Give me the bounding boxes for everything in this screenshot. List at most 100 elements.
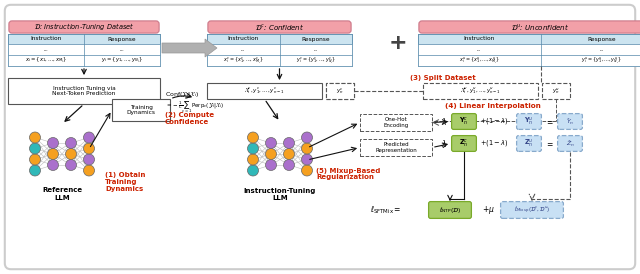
Bar: [207, 44, 352, 55]
Bar: [207, 34, 352, 44]
Text: $\mathrm{Conf}(\mathcal{Y}_i|\mathcal{X}_i)$: $\mathrm{Conf}(\mathcal{Y}_i|\mathcal{X}…: [165, 89, 200, 99]
Text: $\lambda$: $\lambda$: [441, 116, 447, 127]
Circle shape: [47, 149, 58, 159]
Text: $\mathcal{X}_i^u, y_1^u, \ldots, y_{n-1}^u$: $\mathcal{X}_i^u, y_1^u, \ldots, y_{n-1}…: [460, 86, 501, 96]
Text: ...: ...: [314, 47, 318, 52]
Text: $=$: $=$: [545, 139, 554, 148]
Circle shape: [83, 165, 95, 176]
Circle shape: [301, 143, 312, 154]
Circle shape: [301, 132, 312, 143]
FancyBboxPatch shape: [419, 21, 640, 33]
Text: ...: ...: [600, 47, 604, 52]
Text: $\hat{Z}_n$: $\hat{Z}_n$: [566, 138, 575, 149]
FancyBboxPatch shape: [9, 21, 159, 33]
Circle shape: [83, 132, 95, 143]
Text: $y_i^c=\{y_1^c,\ldots,y_{N_i}^c\}$: $y_i^c=\{y_1^c,\ldots,y_{N_i}^c\}$: [296, 55, 336, 66]
FancyBboxPatch shape: [516, 136, 541, 152]
Text: $y_n^c$: $y_n^c$: [336, 86, 344, 96]
Circle shape: [284, 149, 294, 159]
Text: ...: ...: [120, 47, 124, 52]
Bar: [8, 78, 160, 104]
Bar: [8, 55, 160, 66]
Bar: [542, 83, 570, 99]
Circle shape: [65, 149, 77, 159]
Text: $\mathbf{Z}_n^c$: $\mathbf{Z}_n^c$: [460, 138, 468, 150]
Text: $\ell_{\mathrm{Mixup}}(\mathcal{D}^c, \mathcal{D}^u)$: $\ell_{\mathrm{Mixup}}(\mathcal{D}^c, \m…: [514, 204, 550, 216]
FancyBboxPatch shape: [557, 136, 582, 152]
Bar: [112, 99, 170, 121]
Text: $y_i=\{y_1,\ldots,y_{N_i}\}$: $y_i=\{y_1,\ldots,y_{N_i}\}$: [101, 56, 143, 65]
Circle shape: [47, 138, 58, 149]
Circle shape: [284, 138, 294, 149]
Text: Reference
LLM: Reference LLM: [42, 187, 82, 201]
Text: $\mathcal{X}_i^c, y_1^c, \ldots, y_{n-1}^c$: $\mathcal{X}_i^c, y_1^c, \ldots, y_{n-1}…: [244, 86, 285, 96]
Bar: [360, 114, 432, 131]
Text: $= -\frac{1}{C}\sum_{c=1}^{C}\mathrm{Perp}_c(\mathcal{Y}_i|\mathcal{X}_i)$: $= -\frac{1}{C}\sum_{c=1}^{C}\mathrm{Per…: [165, 96, 224, 116]
Bar: [423, 83, 538, 99]
Circle shape: [83, 154, 95, 165]
Text: Instruction-Tuning
LLM: Instruction-Tuning LLM: [244, 187, 316, 201]
Text: Instruction Tuning via
Next-Token Prediction: Instruction Tuning via Next-Token Predic…: [52, 85, 116, 96]
Text: $y_i^u=\{y_1^u,\ldots,y_{N_i}^u\}$: $y_i^u=\{y_1^u,\ldots,y_{N_i}^u\}$: [581, 55, 622, 66]
Bar: [418, 55, 640, 66]
Circle shape: [29, 165, 40, 176]
Text: +: +: [388, 33, 407, 53]
Text: $\lambda$: $\lambda$: [441, 138, 447, 149]
Text: $\mathcal{D}^u$: Unconfident: $\mathcal{D}^u$: Unconfident: [511, 22, 570, 32]
FancyBboxPatch shape: [557, 114, 582, 129]
Circle shape: [29, 143, 40, 154]
Bar: [418, 34, 640, 66]
FancyBboxPatch shape: [5, 5, 635, 269]
Bar: [418, 34, 640, 44]
Text: $=$: $=$: [545, 117, 554, 126]
FancyBboxPatch shape: [452, 114, 476, 129]
Text: Response: Response: [108, 36, 136, 41]
Bar: [8, 44, 160, 55]
FancyBboxPatch shape: [208, 21, 351, 33]
Text: $x_i^u=\{x_1^u,\ldots,x_{M_i}^u\}$: $x_i^u=\{x_1^u,\ldots,x_{M_i}^u\}$: [459, 55, 500, 66]
FancyBboxPatch shape: [500, 202, 563, 218]
Text: ...: ...: [241, 47, 246, 52]
Text: Response: Response: [588, 36, 616, 41]
Circle shape: [29, 154, 40, 165]
Text: $x_i^c=\{x_1^c,\ldots,x_{M_i}^c\}$: $x_i^c=\{x_1^c,\ldots,x_{M_i}^c\}$: [223, 55, 264, 66]
Text: $+ \mu$: $+ \mu$: [482, 204, 495, 216]
Text: ...: ...: [44, 47, 49, 52]
Circle shape: [266, 159, 276, 170]
Text: $x_i=\{x_1,\ldots,x_{M_i}\}$: $x_i=\{x_1,\ldots,x_{M_i}\}$: [25, 56, 67, 65]
Text: $y_n^u$: $y_n^u$: [552, 86, 560, 96]
Text: $\mathcal{D}$: Instruction-Tuning Dataset: $\mathcal{D}$: Instruction-Tuning Datase…: [34, 21, 134, 33]
Bar: [360, 139, 432, 156]
Circle shape: [248, 132, 259, 143]
Text: $\mathbf{Y}_n^c$: $\mathbf{Y}_n^c$: [460, 116, 468, 127]
Text: ...: ...: [477, 47, 481, 52]
Text: $\mathbf{Z}_n^u$: $\mathbf{Z}_n^u$: [524, 138, 534, 150]
Text: (1) Obtain
Training
Dynamics: (1) Obtain Training Dynamics: [105, 172, 145, 192]
Text: $\mathcal{D}^c$: Confident: $\mathcal{D}^c$: Confident: [255, 22, 304, 32]
Circle shape: [301, 154, 312, 165]
Circle shape: [65, 138, 77, 149]
Circle shape: [301, 165, 312, 176]
Circle shape: [47, 159, 58, 170]
Bar: [207, 83, 322, 99]
Circle shape: [29, 132, 40, 143]
Text: $\mathbf{Y}_n^u$: $\mathbf{Y}_n^u$: [524, 116, 534, 127]
Circle shape: [248, 143, 259, 154]
Text: Training
Dynamics: Training Dynamics: [127, 105, 156, 115]
Bar: [207, 55, 352, 66]
FancyBboxPatch shape: [429, 202, 472, 218]
Text: Instruction: Instruction: [228, 36, 259, 41]
Circle shape: [248, 154, 259, 165]
Bar: [8, 34, 160, 66]
Circle shape: [83, 143, 95, 154]
Text: One-Hot
Encoding: One-Hot Encoding: [383, 117, 408, 128]
Text: Instruction: Instruction: [463, 36, 495, 41]
Circle shape: [248, 165, 259, 176]
Circle shape: [65, 159, 77, 170]
FancyArrow shape: [162, 39, 217, 57]
FancyBboxPatch shape: [516, 114, 541, 129]
Text: (5) Mixup-Based
Regularization: (5) Mixup-Based Regularization: [316, 167, 380, 181]
Text: Instruction: Instruction: [30, 36, 61, 41]
Bar: [8, 34, 160, 44]
Text: (3) Split Dataset: (3) Split Dataset: [410, 75, 476, 81]
